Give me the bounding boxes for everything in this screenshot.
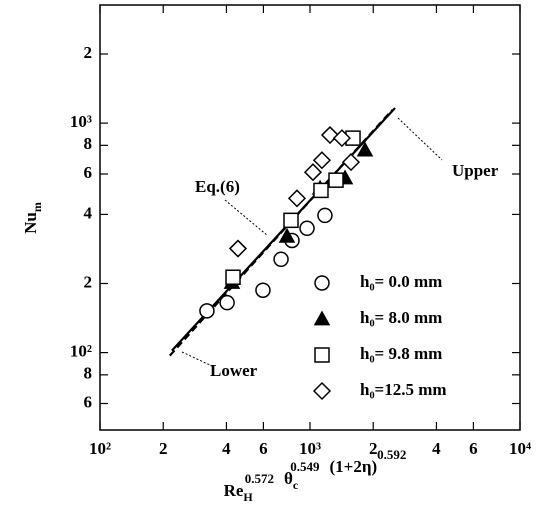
y-tick-label: 10³ bbox=[70, 112, 92, 131]
legend-label: h₀= 8.0 mm bbox=[360, 308, 442, 327]
x-tick-label: 10³ bbox=[299, 439, 321, 458]
annotation: Upper bbox=[452, 161, 499, 180]
marker-square bbox=[225, 269, 241, 285]
marker-triangle bbox=[278, 227, 296, 243]
marker-circle bbox=[255, 282, 271, 298]
x-label-sup: 0.572 bbox=[245, 471, 274, 486]
marker-circle bbox=[219, 294, 235, 311]
legend-label: h₀=12.5 mm bbox=[360, 380, 447, 399]
marker-square bbox=[314, 347, 330, 363]
y-tick-label: 2 bbox=[84, 43, 93, 62]
x-label-text: Re bbox=[224, 481, 244, 500]
marker-square bbox=[313, 182, 329, 199]
leader-line bbox=[224, 199, 269, 237]
x-tick-label: 6 bbox=[259, 439, 268, 458]
marker-diamond bbox=[303, 163, 323, 182]
marker-diamond bbox=[312, 151, 332, 170]
x-tick-label: 10² bbox=[89, 439, 111, 458]
x-label-text: θ bbox=[284, 469, 293, 488]
marker-circle bbox=[317, 207, 333, 224]
y-tick-label: 6 bbox=[84, 392, 93, 411]
marker-circle bbox=[314, 275, 330, 291]
x-label-sup: 0.592 bbox=[377, 447, 406, 462]
legend-label: h₀= 0.0 mm bbox=[360, 272, 442, 291]
marker-diamond bbox=[312, 381, 332, 401]
marker-circle bbox=[199, 303, 215, 319]
y-tick-label: 8 bbox=[84, 134, 93, 153]
marker-triangle bbox=[313, 310, 331, 326]
y-label-text: Nu bbox=[21, 212, 40, 234]
marker-square bbox=[283, 212, 299, 229]
marker-circle bbox=[299, 220, 315, 237]
marker-square bbox=[328, 172, 344, 188]
y-axis-label: Num bbox=[21, 202, 44, 234]
x-label-sub: c bbox=[293, 478, 299, 492]
marker-diamond bbox=[287, 189, 307, 208]
marker-triangle bbox=[356, 141, 374, 157]
x-tick-label: 10⁴ bbox=[509, 439, 531, 458]
x-label-sup: 0.549 bbox=[290, 459, 320, 474]
fit-line bbox=[168, 109, 393, 357]
marker-circle bbox=[273, 251, 289, 268]
x-tick-label: 4 bbox=[432, 439, 441, 458]
y-tick-label: 2 bbox=[84, 272, 93, 291]
y-label-sub: m bbox=[30, 202, 44, 212]
marker-diamond bbox=[228, 239, 248, 258]
annotation: Eq.(6) bbox=[195, 177, 240, 196]
x-label-text: (1+2η) bbox=[329, 457, 377, 476]
x-axis-label: ReH 0.572 θc 0.549 (1+2η)0.592 bbox=[224, 447, 407, 504]
y-tick-label: 6 bbox=[84, 163, 93, 182]
plot-frame bbox=[99, 4, 521, 431]
x-tick-label: 2 bbox=[159, 439, 168, 458]
annotation: Lower bbox=[210, 361, 258, 380]
y-tick-label: 8 bbox=[84, 364, 93, 383]
y-tick-label: 4 bbox=[84, 203, 93, 222]
x-tick-label: 4 bbox=[222, 439, 231, 458]
leader-line bbox=[397, 117, 443, 161]
leader-line bbox=[181, 351, 213, 367]
marker-diamond bbox=[341, 153, 361, 172]
x-tick-label: 2 bbox=[369, 439, 378, 458]
legend-label: h₀= 9.8 mm bbox=[360, 344, 442, 363]
y-tick-label: 10² bbox=[70, 342, 92, 361]
x-label-sub: H bbox=[243, 490, 253, 504]
marker-diamond bbox=[332, 129, 351, 148]
x-tick-label: 6 bbox=[469, 439, 478, 458]
